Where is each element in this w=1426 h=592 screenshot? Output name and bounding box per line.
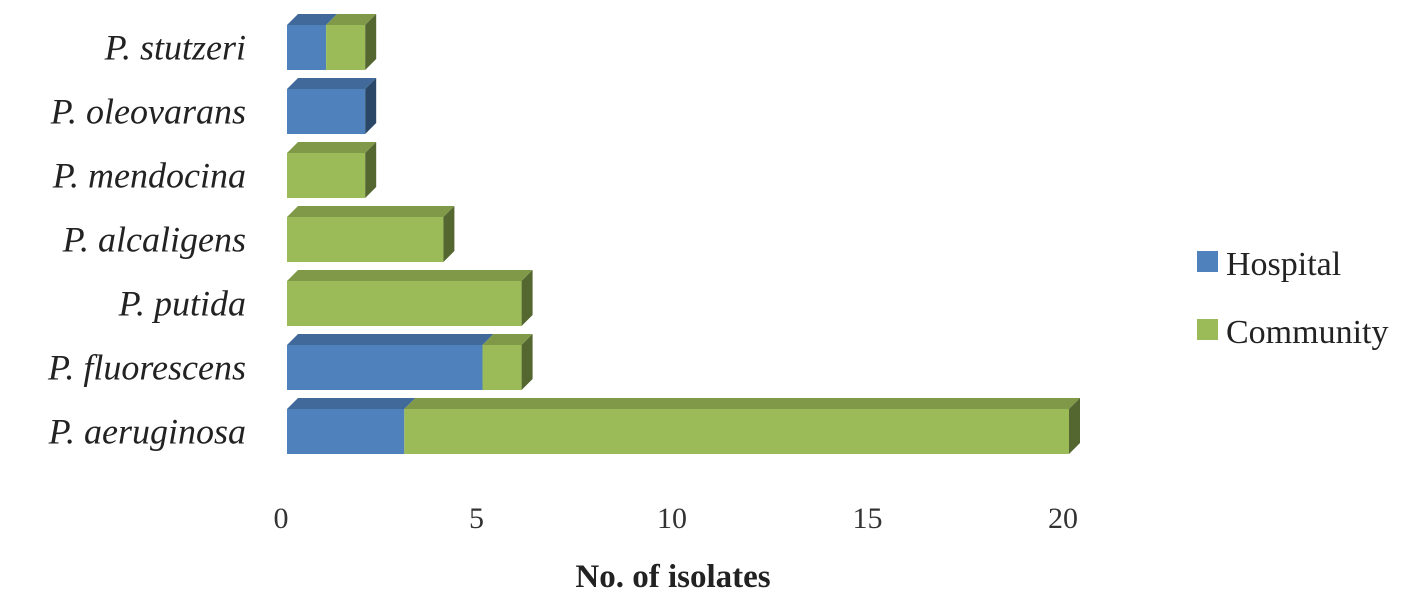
bar-segment-community — [287, 270, 533, 326]
bar-top-face — [287, 270, 533, 281]
category-label: P. oleovarans — [50, 92, 246, 132]
bar-side-face — [365, 78, 377, 134]
bar-front-face — [287, 345, 483, 390]
bar-side-face — [1069, 398, 1080, 454]
bar-segment-hospital — [287, 398, 416, 454]
bar-top-face — [287, 334, 494, 345]
category-label: P. mendocina — [52, 156, 246, 196]
bar-segment-hospital — [287, 334, 494, 390]
category-labels: P. stutzeri P. oleovarans P. mendocina P. a… — [47, 28, 246, 452]
bar-top-face — [287, 78, 377, 89]
bar-segment-community — [404, 398, 1080, 454]
bar-segment-community — [482, 334, 533, 390]
legend-label-hospital: Hospital — [1226, 246, 1341, 283]
legend-swatch-community — [1197, 319, 1218, 340]
bar-segment-community — [287, 206, 455, 262]
bar-top-face — [287, 14, 338, 25]
legend: Hospital Community — [1197, 246, 1388, 351]
bar-front-face — [287, 409, 405, 454]
category-label: P. aeruginosa — [48, 412, 246, 452]
bar-side-face — [365, 142, 377, 198]
category-label: P. stutzeri — [104, 28, 246, 68]
legend-label-community: Community — [1226, 314, 1388, 351]
category-label: P. alcaligens — [62, 220, 246, 260]
legend-swatch-hospital — [1197, 251, 1218, 272]
bar-front-face — [287, 153, 366, 198]
x-tick-label: 10 — [657, 502, 687, 535]
bars-layer — [287, 14, 1080, 454]
bar-segment-hospital — [287, 14, 338, 70]
x-tick-label: 20 — [1048, 502, 1078, 535]
bar-front-face — [287, 25, 327, 70]
bar-top-face — [287, 206, 455, 217]
bar-front-face — [287, 89, 366, 134]
bar-segment-community — [287, 142, 377, 198]
x-axis-ticks: 0 5 10 15 20 — [274, 502, 1079, 535]
x-axis-title: No. of isolates — [575, 559, 770, 592]
bar-side-face — [365, 14, 377, 70]
bar-top-face — [287, 142, 377, 153]
bar-top-face — [326, 14, 377, 25]
bar-front-face — [287, 281, 522, 326]
x-tick-label: 0 — [274, 502, 289, 535]
x-tick-label: 5 — [469, 502, 484, 535]
bar-top-face — [482, 334, 533, 345]
category-label: P. putida — [118, 284, 246, 324]
x-tick-label: 15 — [853, 502, 883, 535]
bar-top-face — [404, 398, 1080, 409]
bar-side-face — [521, 270, 533, 326]
bar-front-face — [482, 345, 522, 390]
bar-front-face — [326, 25, 366, 70]
bar-segment-community — [326, 14, 377, 70]
bar-segment-hospital — [287, 78, 377, 134]
bar-front-face — [287, 217, 444, 262]
bar-front-face — [404, 409, 1069, 454]
category-label: P. fluorescens — [47, 348, 246, 388]
bar-side-face — [521, 334, 533, 390]
bar-side-face — [443, 206, 455, 262]
bar-top-face — [287, 398, 416, 409]
